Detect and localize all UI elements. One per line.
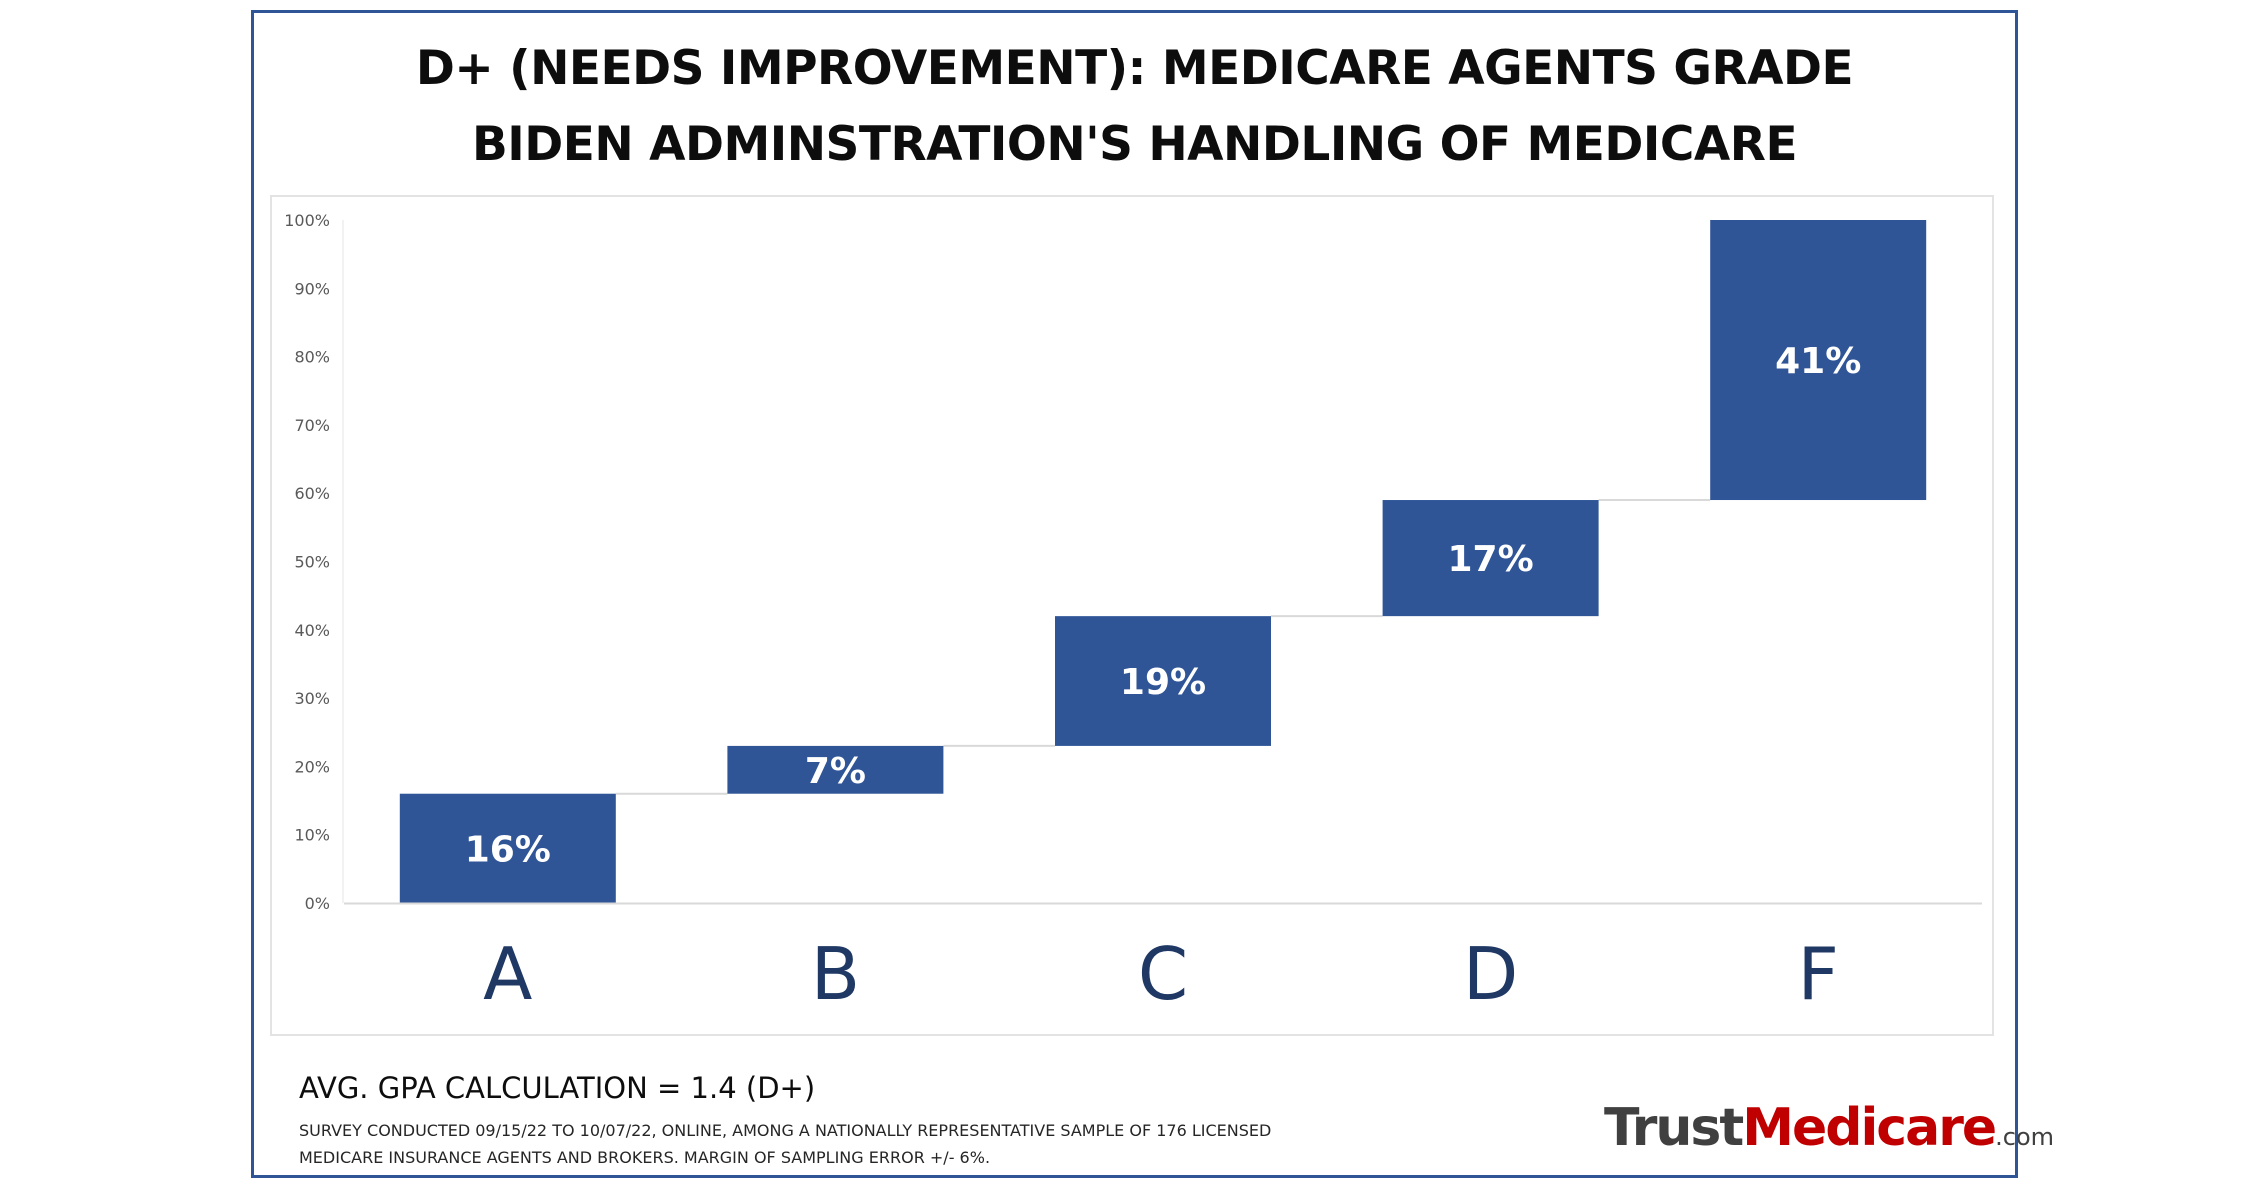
- data-labels: 16% 7% 19% 17% 41%: [465, 341, 1862, 870]
- data-label-c: 19%: [1120, 662, 1206, 703]
- bar-d: [1382, 500, 1599, 617]
- y-tick-label: 100%: [284, 211, 330, 230]
- y-axis-ticks: 0% 10% 20% 30% 40% 50% 60% 70% 80% 90% 100%: [284, 211, 330, 913]
- title-line-1: D+ (NEEDS IMPROVEMENT): MEDICARE AGENTS …: [415, 41, 1854, 96]
- data-label-f: 41%: [1775, 341, 1861, 382]
- y-tick-label: 60%: [294, 484, 330, 503]
- y-tick-label: 0%: [305, 894, 330, 913]
- y-tick-label: 80%: [294, 348, 330, 367]
- survey-note-line-2: Medicare insurance agents and brokers. M…: [299, 1148, 991, 1167]
- survey-note-line-1: Survey conducted 09/15/22 to 10/07/22, o…: [299, 1121, 1272, 1140]
- y-tick-label: 20%: [294, 757, 330, 776]
- y-tick-label: 30%: [294, 689, 330, 708]
- x-category-a: A: [483, 932, 532, 1016]
- x-category-f: F: [1797, 932, 1838, 1016]
- x-category-c: C: [1138, 932, 1188, 1016]
- gpa-calculation: AVG. GPA CALCULATION = 1.4 (D+): [299, 1071, 816, 1105]
- y-tick-label: 50%: [294, 553, 330, 572]
- bar-f: [1710, 220, 1927, 501]
- chart-title: D+ (NEEDS IMPROVEMENT): MEDICARE AGENTS …: [254, 31, 2015, 183]
- x-category-d: D: [1463, 932, 1518, 1016]
- y-tick-label: 90%: [294, 279, 330, 298]
- trustmedicare-logo: TrustMedicare.com: [1604, 1098, 2054, 1158]
- y-tick-label: 10%: [294, 826, 330, 845]
- data-label-b: 7%: [805, 751, 866, 792]
- y-tick-label: 40%: [294, 621, 330, 640]
- logo-trust-text: Trust: [1604, 1098, 1744, 1158]
- bar-c: [1055, 616, 1271, 746]
- survey-note: Survey conducted 09/15/22 to 10/07/22, o…: [299, 1117, 1419, 1171]
- y-tick-label: 70%: [294, 416, 330, 435]
- x-category-b: B: [811, 932, 860, 1016]
- logo-medicare-text: Medicare: [1742, 1098, 1997, 1158]
- chart-area: 0% 10% 20% 30% 40% 50% 60% 70% 80% 90% 100% 16% 7% 1…: [270, 195, 1994, 1036]
- waterfall-chart: 0%10%20%30%40%50%60%70%80%90%100% 16%7%1…: [284, 211, 1982, 1016]
- bars: [399, 220, 1927, 903]
- connector-lines: [342, 220, 1711, 903]
- infographic-frame: D+ (NEEDS IMPROVEMENT): MEDICARE AGENTS …: [251, 10, 2054, 1178]
- logo-com-text: .com: [1995, 1123, 2055, 1151]
- data-label-d: 17%: [1448, 539, 1534, 580]
- data-label-a: 16%: [465, 829, 551, 870]
- title-line-2: BIDEN ADMINSTRATION'S HANDLING OF MEDICA…: [471, 117, 1798, 172]
- bar-b: [727, 745, 944, 794]
- bar-a: [399, 793, 616, 903]
